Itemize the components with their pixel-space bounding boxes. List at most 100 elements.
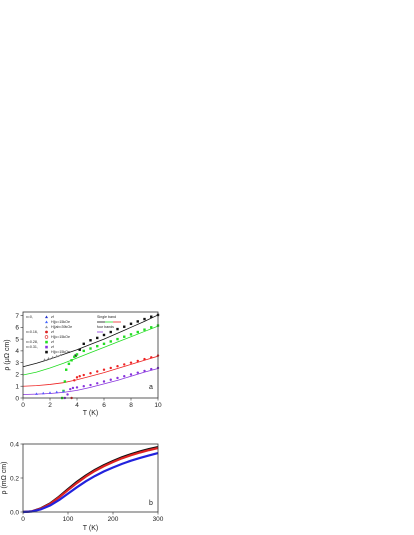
panel-a-data-point <box>143 317 146 321</box>
panel-a-data-point <box>55 390 59 394</box>
panel-a-data-point <box>69 387 72 391</box>
panel-a-data-point <box>51 355 55 359</box>
panel-a-fit-curve <box>22 355 159 387</box>
legend-x028-zf-marker <box>45 340 48 344</box>
panel-a-data-point <box>129 361 133 364</box>
panel-a-data-point <box>102 342 106 346</box>
legend-x016-hc-marker <box>44 335 49 339</box>
panel-a-data-point <box>116 337 119 341</box>
legend-x031-label: x=0.31, <box>26 345 38 349</box>
panel-a-fit-curve <box>22 368 159 395</box>
panel-a-frame <box>22 311 159 399</box>
panel-a-data-point <box>123 375 126 378</box>
panel-a-ytick-label: 6 <box>15 325 19 332</box>
panel-a-ytick-label: 5 <box>15 336 19 343</box>
panel-a-data-point <box>143 369 146 373</box>
panel-a-ytick-label: 2 <box>15 372 19 379</box>
panel-a-data-point <box>102 333 106 337</box>
panel-a-xtick-label: 6 <box>102 402 106 409</box>
legend-x0-zf-label: zf <box>51 315 54 319</box>
legend-x031-zf-label: zf <box>51 345 54 349</box>
panel-a-ytick-label: 4 <box>15 348 19 355</box>
legend-x016-zf-label: zf <box>51 330 54 334</box>
panel-a-data-point <box>150 367 153 371</box>
panel-a-markers <box>35 313 160 400</box>
panel-a-data-point <box>96 344 99 348</box>
panel-a-ytick-label: 3 <box>15 360 19 367</box>
legend-x0-label: x=0, <box>26 315 33 319</box>
legend-x016-zf-marker <box>45 330 48 334</box>
panel-a-data-point <box>136 330 139 334</box>
panel-a-data-point <box>136 320 139 323</box>
panel-a-data-point <box>89 347 92 350</box>
panel-b: 0 100 200 300 0.0 0.2 0.4 T (K) ρ (mΩ cm) b <box>1 441 164 532</box>
panel-a-data-point <box>75 386 79 389</box>
panel-a-data-point <box>96 370 99 373</box>
panel-a-ytick-label: 0 <box>15 395 19 402</box>
legend-x031-hc-marker <box>45 350 48 354</box>
panel-a-data-point <box>35 392 38 395</box>
panel-a-data-point <box>129 322 133 325</box>
panel-b-xlabel: T (K) <box>83 525 98 532</box>
panel-a-data-point <box>123 325 126 328</box>
panel-b-ytick-label: 0.4 <box>10 441 19 448</box>
panel-a-data-point <box>63 380 67 383</box>
panel-a-data-point <box>89 372 92 375</box>
panel-a-xticks: 0 2 4 6 8 10 <box>21 398 162 409</box>
panel-a-data-point <box>143 328 146 331</box>
panel-a-data-point <box>48 391 52 394</box>
panel-b-xtick-label: 300 <box>153 516 164 523</box>
panel-a-data-point <box>136 359 139 363</box>
panel-a-xtick-label: 10 <box>154 402 162 409</box>
panel-b-xtick-label: 0 <box>21 516 25 523</box>
panel-a-data-point <box>109 330 112 334</box>
legend-four-bands-label: four bands <box>97 325 114 329</box>
legend-single-band-label: Single band <box>97 315 116 319</box>
panel-a-data-point <box>75 353 79 356</box>
panel-a-data-point <box>47 357 51 360</box>
legend-x031-hc-label: H||c=15kOe <box>51 350 70 354</box>
panel-a-ylabel: ρ (μΩ cm) <box>4 339 11 370</box>
panel-b-series-line <box>22 451 159 514</box>
panel-a-xtick-label: 2 <box>48 402 52 409</box>
panel-a-data-point <box>116 327 119 331</box>
panel-a-data-point <box>136 371 139 374</box>
panel-a-xtick-label: 8 <box>129 402 133 409</box>
panel-a-data-point <box>67 362 71 366</box>
panel-a-data-point <box>41 391 45 395</box>
panel-a-data-point <box>143 357 146 361</box>
panel-a-xtick-label: 4 <box>75 402 79 409</box>
panel-a-data-point <box>43 358 46 361</box>
panel-a-label: a <box>149 384 153 391</box>
panel-b-label: b <box>149 500 153 507</box>
panel-b-ylabel: ρ (mΩ cm) <box>1 462 8 495</box>
panel-b-xticks: 0 100 200 300 <box>21 512 164 523</box>
panel-a-fit-curve <box>22 325 159 376</box>
legend-x0-hc-marker <box>45 320 48 324</box>
panel-a-data-point <box>116 364 119 368</box>
panel-a-data-point <box>66 393 69 396</box>
panel-b-yticks: 0.0 0.2 0.4 <box>10 441 23 516</box>
panel-a-yticks: 0 1 2 3 4 5 6 7 <box>15 313 23 402</box>
legend-x0-hab-marker <box>45 325 48 329</box>
panel-a-data-point <box>55 354 59 358</box>
panel-a-data-point <box>102 368 106 371</box>
panel-a-data-point <box>59 353 63 356</box>
panel-a-data-point <box>116 376 119 380</box>
panel-a-data-point <box>150 315 153 318</box>
panel-a-data-point <box>109 340 112 343</box>
panel-a-data-point <box>102 380 106 383</box>
panel-a-data-point <box>123 363 126 366</box>
panel-a-data-point <box>129 333 133 336</box>
panel-a-fit-curves <box>22 314 159 395</box>
panel-a-data-point <box>96 336 99 340</box>
panel-a-data-point <box>74 354 77 357</box>
panel-a-data-point <box>70 359 73 362</box>
panel-a-data-point <box>82 385 85 388</box>
panel-a-data-point <box>82 349 85 353</box>
panel-b-ytick-label: 0.2 <box>10 475 19 482</box>
legend-x028-zf-label: zf <box>51 340 54 344</box>
panel-a-data-point <box>109 366 112 370</box>
panel-a-ytick-label: 7 <box>15 313 19 320</box>
